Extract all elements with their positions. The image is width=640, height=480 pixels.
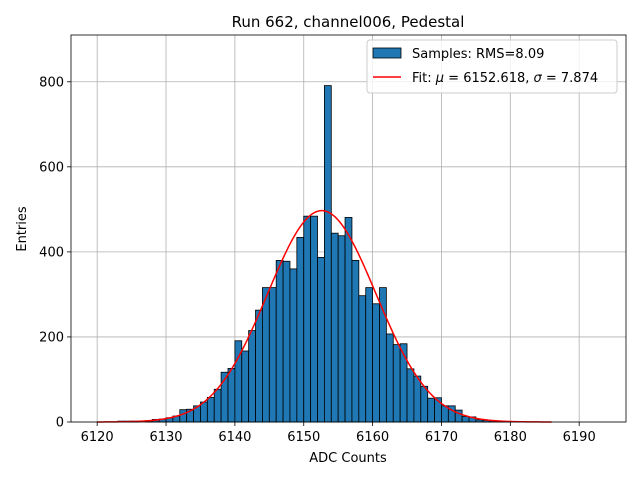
histogram-bar (406, 368, 415, 423)
histogram-bar (206, 396, 215, 423)
legend: Samples: RMS=8.09 Fit: μ = 6152.618, σ =… (366, 39, 618, 94)
histogram-bar (385, 333, 394, 423)
x-tick-label: 6170 (425, 430, 458, 445)
x-tick-label: 6180 (494, 430, 527, 445)
histogram-bar (262, 287, 270, 423)
histogram-bar (323, 85, 332, 423)
fit-curve (97, 209, 552, 423)
x-tick-label: 6140 (218, 430, 251, 445)
histogram-bar (303, 215, 312, 423)
histogram-bar (268, 287, 277, 423)
histogram-bar (179, 409, 188, 423)
histogram-bar (310, 215, 318, 423)
x-tick-label: 6130 (149, 430, 182, 445)
histogram-bar (365, 287, 374, 423)
histogram-bar (275, 259, 284, 423)
histogram-bar (330, 232, 339, 423)
y-tick-label: 400 (39, 245, 64, 260)
legend-label-fit: Fit: μ = 6152.618, σ = 7.874 (412, 71, 598, 86)
histogram-bar (461, 416, 470, 423)
histogram-bar (427, 397, 435, 423)
y-tick-label: 0 (56, 416, 64, 431)
histogram-bar (420, 385, 429, 423)
histogram-bar (227, 368, 236, 423)
histogram-bar (200, 401, 208, 423)
histogram-bar (344, 217, 353, 423)
histogram-bar (372, 303, 380, 423)
x-tick-label: 6120 (81, 430, 114, 445)
x-tick-label: 6160 (356, 430, 389, 445)
x-tick-label: 6150 (287, 430, 320, 445)
histogram-bar (255, 309, 263, 423)
histogram-bar (296, 237, 305, 423)
y-tick-label: 800 (39, 75, 64, 90)
legend-patch-samples (372, 47, 402, 59)
histogram-bar (248, 330, 256, 423)
histogram-bar (289, 268, 298, 423)
y-tick-label: 200 (39, 330, 64, 345)
histogram-bar (337, 235, 346, 423)
plot-frame (70, 34, 627, 423)
histogram-bar (379, 287, 387, 423)
y-axis-label: Entries (15, 206, 30, 252)
legend-box (366, 39, 618, 94)
chart-title: Run 662, channel006, Pedestal (232, 13, 465, 31)
histogram-bar (241, 350, 250, 423)
histogram-bar (358, 295, 367, 423)
histogram-bar (413, 375, 422, 423)
histogram-bar (282, 260, 291, 423)
histogram-bar (392, 344, 401, 423)
x-axis-label: ADC Counts (309, 451, 387, 466)
legend-label-samples: Samples: RMS=8.09 (412, 47, 544, 62)
x-tick-label: 6190 (563, 430, 596, 445)
axis-ticks: 6120 6130 6140 6150 6160 6170 6180 6190 0 200 400 6… (39, 75, 596, 445)
histogram-bar (351, 259, 360, 423)
histogram-bar (317, 257, 325, 423)
y-tick-label: 600 (39, 160, 64, 175)
histogram-bar (213, 388, 222, 423)
